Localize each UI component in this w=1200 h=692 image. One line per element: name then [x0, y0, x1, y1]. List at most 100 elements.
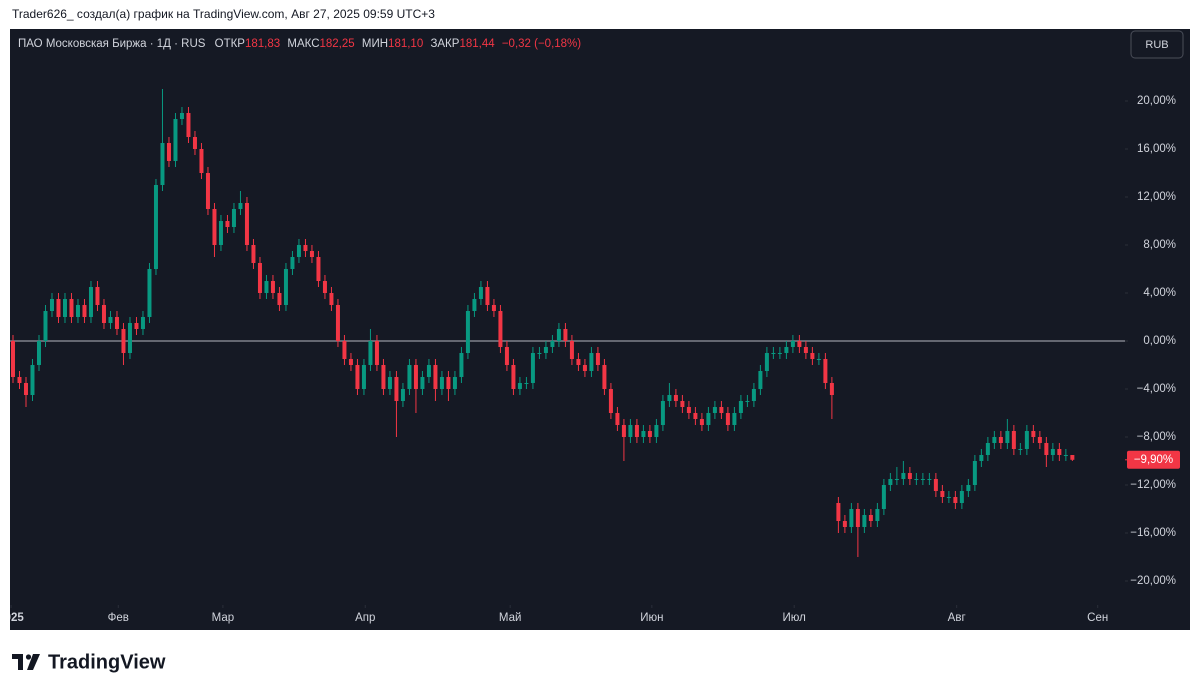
candle-body — [992, 437, 997, 443]
candle-body — [17, 377, 22, 383]
candle-body — [569, 341, 574, 359]
candle-body — [88, 287, 93, 317]
candle-body — [660, 401, 665, 425]
last-price-label: −9,90% — [1134, 454, 1173, 466]
candle-body — [244, 203, 249, 245]
candle-body — [218, 221, 223, 245]
candle-body — [413, 365, 418, 389]
y-tick-label: 0,00% — [1143, 335, 1176, 347]
x-tick-label: Сен — [1087, 612, 1108, 624]
candle-body — [270, 281, 275, 293]
y-tick-label: −20,00% — [1130, 575, 1176, 587]
candle-body — [628, 425, 633, 437]
x-tick-label: Авг — [948, 612, 966, 624]
candle-body — [797, 341, 802, 347]
ohlc-value: 181,10 — [388, 38, 423, 50]
candle-body — [582, 365, 587, 371]
candle-body — [309, 251, 314, 257]
candle-body — [420, 377, 425, 389]
candle-body — [849, 509, 854, 527]
candle-body — [589, 353, 594, 371]
candle-body — [478, 287, 483, 299]
candle-body — [179, 113, 184, 119]
candle-body — [498, 311, 503, 347]
candle-body — [641, 431, 646, 437]
candle-body — [719, 407, 724, 413]
candle-body — [894, 479, 899, 480]
legend: ПАО Московская Биржа · 1Д · RUS ОТКР181,… — [18, 38, 581, 50]
candle-body — [790, 341, 795, 347]
candle-body — [56, 299, 61, 317]
candle-body — [400, 389, 405, 401]
candle-body — [23, 383, 28, 395]
candle-body — [459, 353, 464, 377]
candle-body — [576, 359, 581, 365]
candle-body — [335, 305, 340, 341]
candle-body — [946, 497, 951, 498]
candle-body — [127, 323, 132, 353]
candle-body — [452, 377, 457, 389]
symbol: ПАО Московская Биржа · 1Д · RUS — [18, 38, 206, 50]
change: −0,32 (−0,18%) — [502, 38, 581, 50]
candle-body — [355, 365, 360, 389]
y-tick-label: 16,00% — [1137, 143, 1176, 155]
candle-body — [836, 503, 841, 521]
candle-body — [186, 113, 191, 137]
currency[interactable]: RUB — [1145, 39, 1168, 51]
candle-body — [95, 287, 100, 305]
candle-body — [920, 479, 925, 480]
candle-body — [998, 437, 1003, 443]
candle-body — [426, 365, 431, 377]
candle-body — [446, 377, 451, 389]
candle-body — [933, 479, 938, 491]
candle-body — [329, 293, 334, 305]
candle-body — [342, 341, 347, 359]
candle-body — [10, 341, 15, 377]
candle-body — [927, 479, 932, 480]
candle-body — [680, 401, 685, 407]
candle-body — [537, 353, 542, 354]
ohlc-label: МИН — [362, 38, 388, 50]
candle-body — [712, 407, 717, 413]
candle-body — [30, 365, 35, 395]
candle-body — [608, 389, 613, 413]
candle-body — [810, 353, 815, 359]
candle-body — [147, 269, 152, 317]
candle-body — [745, 401, 750, 402]
candle-body — [868, 515, 873, 521]
candle-body — [842, 521, 847, 527]
candle-body — [387, 377, 392, 389]
candle-body — [524, 383, 529, 384]
candle-body — [205, 173, 210, 209]
candle-body — [699, 419, 704, 425]
candle-body — [751, 389, 756, 401]
x-tick-label: Апр — [355, 612, 375, 624]
candle-body — [62, 299, 67, 317]
x-tick-label: Фев — [108, 612, 129, 624]
candle-body — [43, 311, 48, 341]
x-axis: 2025 Фев Мар Апр Май Июн Июл Авг Сен — [10, 605, 1108, 624]
candle-body — [732, 413, 737, 425]
candle-body — [114, 317, 119, 329]
candle-body — [634, 425, 639, 437]
candle-body — [407, 365, 412, 389]
candle-body — [985, 443, 990, 455]
candle-body — [907, 473, 912, 479]
candle-body — [966, 485, 971, 491]
candle-body — [1031, 431, 1036, 437]
candle-body — [602, 365, 607, 389]
candle-body — [621, 425, 626, 437]
candle-body — [543, 347, 548, 353]
candle-body — [888, 479, 893, 485]
candle-body — [940, 491, 945, 497]
candle-body — [686, 407, 691, 413]
candle-body — [153, 185, 158, 269]
candle-body — [725, 413, 730, 425]
currency-button[interactable] — [1130, 30, 1184, 59]
candle-body — [738, 401, 743, 413]
candle-body — [914, 479, 919, 480]
candle-body — [166, 143, 171, 161]
y-tick-label: 12,00% — [1137, 191, 1176, 203]
